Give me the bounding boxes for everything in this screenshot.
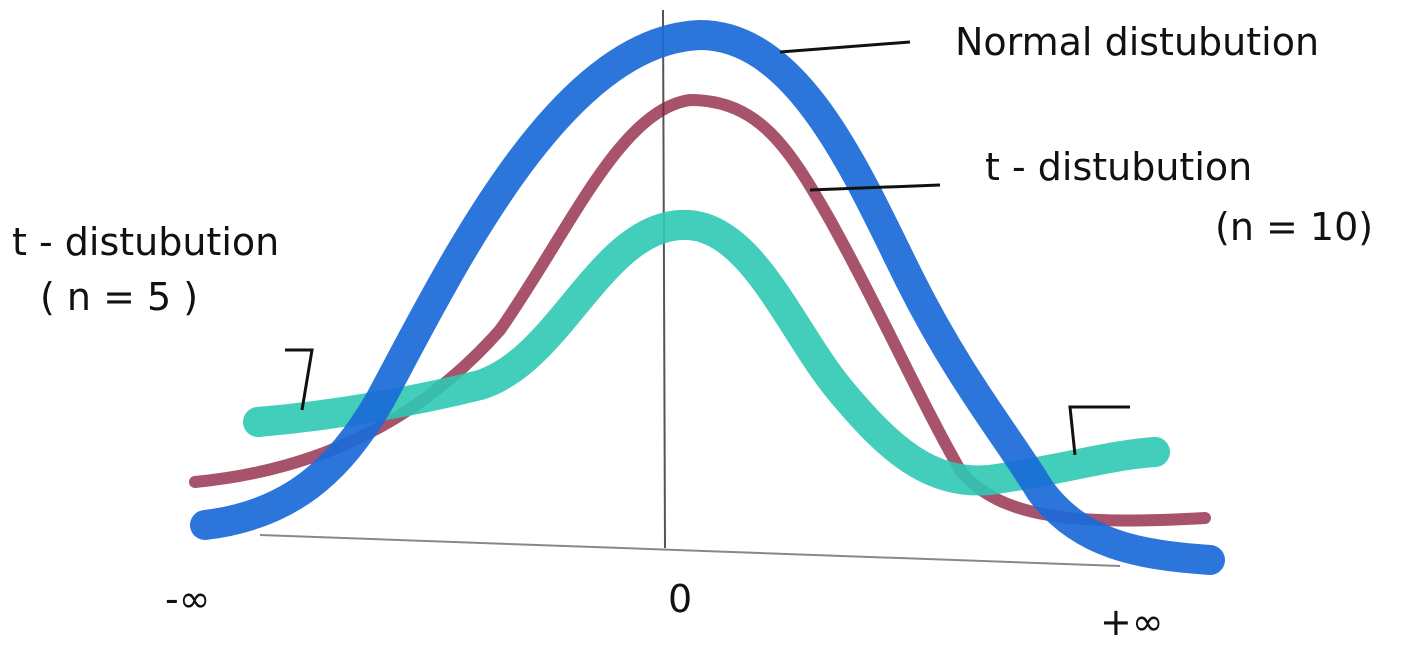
leader-line [809, 183, 941, 192]
normal-curve [190, 20, 1225, 575]
t-n5-param: ( n = 5 ) [40, 275, 198, 319]
axis-left-label: -∞ [165, 577, 210, 621]
bracket [1068, 405, 1130, 456]
bracket [285, 348, 314, 411]
t-n10-param: (n = 10) [1215, 205, 1373, 249]
normal-label: Normal distubution [955, 20, 1319, 64]
vertical-axis [662, 9, 666, 549]
axis-center-label: 0 [668, 577, 692, 621]
leader-line [779, 40, 911, 54]
axis-right-label: +∞ [1100, 600, 1164, 644]
t-n5-curve [243, 209, 1170, 496]
t-n5-label: t - distubution [12, 220, 279, 264]
baseline [259, 534, 1121, 567]
t-n10-label: t - distubution [985, 145, 1252, 189]
